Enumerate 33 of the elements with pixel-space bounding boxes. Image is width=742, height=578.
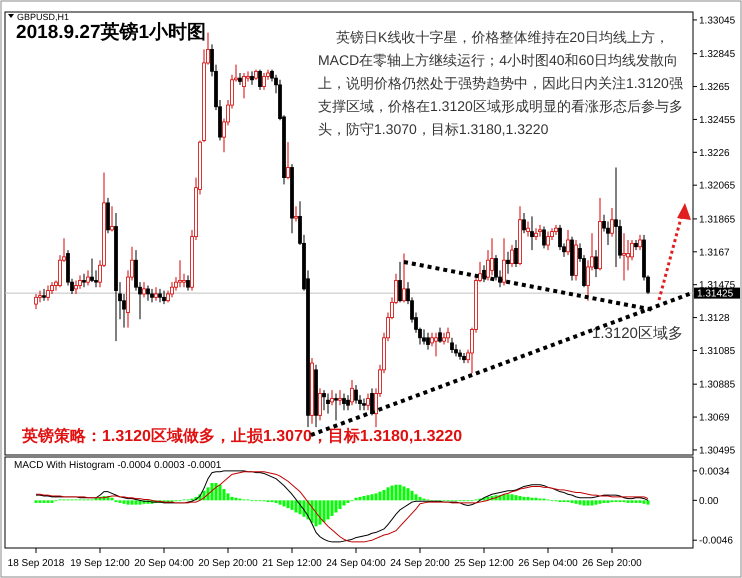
x-tick-label: 18 Sep 2018 — [8, 558, 65, 569]
ytick: 0.00 — [699, 496, 718, 507]
ytick: 1.3069 — [699, 412, 730, 424]
ytick: 1.3226 — [699, 148, 730, 159]
x-tick-label: 24 Sep 04:00 — [326, 558, 386, 569]
x-tick-label: 26 Sep 04:00 — [518, 558, 578, 569]
x-tick-label: 20 Sep 04:00 — [134, 558, 194, 569]
ytick: 0.0034 — [699, 466, 730, 478]
annotation: 英镑日K线收十字星，价格整体维持在20日均线上方，MACD在零轴上方继续运行；4小时图40和60日均线发散向上，说明价格仍然处于强势趋势中，因此日内关注1.3120强支撑区域，价格在1.3120区域形成明显的看涨形态后参与多头，防守1.3070，目标1.3180,1.3220 — [318, 28, 684, 139]
ytick: -0.0046 — [699, 536, 733, 547]
x-tick-label: 26 Sep 20:00 — [582, 558, 642, 569]
ytick: 1.32845 — [699, 49, 736, 60]
ytick: 1.30495 — [699, 445, 736, 456]
ytick: 1.3128 — [699, 313, 730, 324]
annotation: 英镑策略：1.3120区域做多，止损1.3070，目标1.3180,1.3220 — [22, 426, 462, 447]
x-tick-label: 24 Sep 20:00 — [390, 558, 450, 569]
chart-title: MACD With Histogram -0.0004 0.0003 -0.0001 — [14, 460, 222, 471]
ytick: 1.33045 — [699, 15, 736, 26]
annotation: 1.3120区域多 — [592, 324, 683, 343]
x-tick-label: 19 Sep 12:00 — [70, 558, 130, 569]
x-tick-label: 20 Sep 20:00 — [198, 558, 258, 569]
ytick: 1.30885 — [699, 380, 736, 391]
x-tick-label: 25 Sep 12:00 — [454, 558, 514, 569]
x-tick-label: 21 Sep 12:00 — [262, 558, 322, 569]
ytick: 1.3265 — [699, 82, 730, 94]
ref-line-label: 1.31425 — [697, 288, 734, 300]
ytick: 1.32455 — [699, 114, 736, 126]
ytick: 1.31865 — [699, 214, 736, 226]
ytick: 1.31085 — [699, 346, 736, 357]
ytick: 1.3167 — [699, 247, 730, 258]
ytick: 1.32065 — [699, 180, 736, 192]
text: 2018.9.27英镑1小时图 — [16, 21, 206, 43]
chart-subtitle: GBPUSD,H1 — [17, 12, 70, 22]
